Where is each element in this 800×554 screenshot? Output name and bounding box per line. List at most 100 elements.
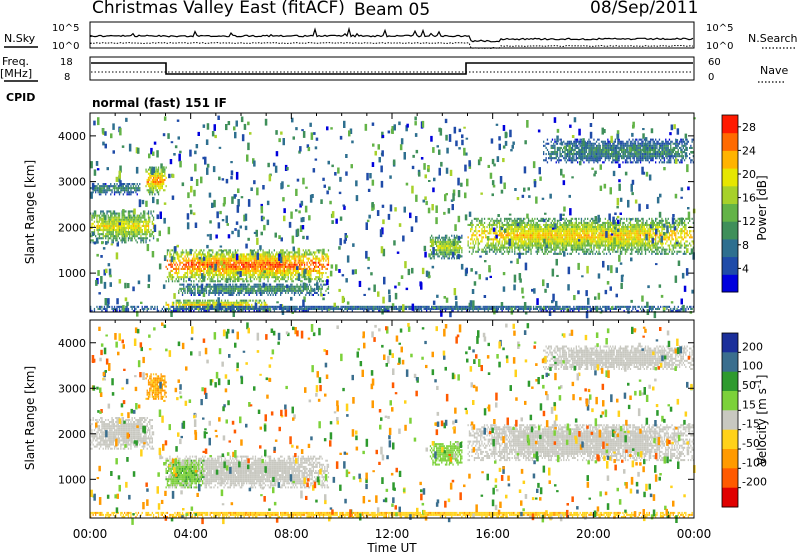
heatmap-cell xyxy=(538,226,540,229)
heatmap-cell xyxy=(233,261,235,264)
heatmap-cell xyxy=(244,287,247,290)
heatmap-cell xyxy=(493,244,496,247)
heatmap-cell xyxy=(526,226,528,229)
heatmap-cell xyxy=(173,303,175,306)
heatmap-cell xyxy=(506,248,508,251)
heatmap-cell xyxy=(189,269,191,272)
heatmap-cell xyxy=(315,261,317,264)
heatmap-cell xyxy=(584,234,586,237)
heatmap-cell xyxy=(266,253,268,256)
heatmap-cell xyxy=(117,189,119,192)
heatmap-cell xyxy=(530,250,532,253)
heatmap-cell xyxy=(556,228,559,231)
heatmap-cell xyxy=(157,166,160,169)
heatmap-cell xyxy=(293,261,296,264)
heatmap-cell xyxy=(197,261,199,264)
heatmap-cell xyxy=(193,303,195,306)
heatmap-cell xyxy=(598,248,600,251)
heatmap-cell xyxy=(501,234,503,237)
heatmap-cell xyxy=(598,228,600,231)
heatmap-cell xyxy=(218,285,220,288)
heatmap-cell xyxy=(529,236,531,239)
heatmap-cell xyxy=(188,257,190,260)
heatmap-cell xyxy=(121,189,123,192)
heatmap-cell xyxy=(263,309,265,312)
heatmap-cell xyxy=(555,252,557,255)
heatmap-cell xyxy=(164,178,166,181)
heatmap-cell xyxy=(191,265,194,268)
heatmap-cell xyxy=(113,185,116,188)
heatmap-cell xyxy=(554,228,556,231)
heatmap-cell xyxy=(456,247,458,250)
heatmap-cell xyxy=(197,289,199,292)
heatmap-cell xyxy=(556,232,559,235)
heatmap-cell xyxy=(155,168,157,171)
heatmap-cell xyxy=(267,272,269,275)
heatmap-cell xyxy=(522,244,525,247)
heatmap-cell xyxy=(487,244,489,247)
heatmap-cell xyxy=(227,285,229,288)
heatmap-cell xyxy=(252,274,254,277)
heatmap-cell xyxy=(202,299,204,302)
heatmap-cell xyxy=(220,289,223,292)
heatmap-cell xyxy=(298,272,301,275)
heatmap-cell xyxy=(594,221,596,224)
heatmap-cell xyxy=(495,219,497,222)
heatmap-cell xyxy=(197,257,199,260)
heatmap-cell xyxy=(510,230,512,233)
heatmap-cell xyxy=(102,233,104,236)
heatmap-cell xyxy=(132,183,135,186)
heatmap-cell xyxy=(597,240,599,243)
heatmap-cell xyxy=(234,301,236,304)
heatmap-cell xyxy=(130,231,132,234)
heatmap-cell xyxy=(298,289,301,292)
heatmap-cell xyxy=(251,257,253,260)
heatmap-cell xyxy=(580,240,583,243)
heatmap-cell xyxy=(559,250,561,253)
heatmap-cell xyxy=(519,248,521,251)
heatmap-cell xyxy=(612,244,614,247)
heatmap-cell xyxy=(604,244,606,247)
heatmap-cell xyxy=(327,249,330,252)
heatmap-cell xyxy=(607,223,609,226)
heatmap-cell xyxy=(536,223,538,226)
heatmap-cell xyxy=(592,230,594,233)
heatmap-cell xyxy=(488,230,491,233)
heatmap-cell xyxy=(275,253,277,256)
heatmap-cell xyxy=(495,252,497,255)
heatmap-cell xyxy=(515,223,517,226)
heatmap-cell xyxy=(506,246,508,249)
heatmap-cell xyxy=(198,289,200,292)
heatmap-cell xyxy=(530,221,532,224)
heatmap-cell xyxy=(136,218,138,221)
heatmap-cell xyxy=(527,242,530,245)
heatmap-cell xyxy=(517,248,520,251)
heatmap-cell xyxy=(437,238,439,241)
heatmap-cell xyxy=(241,253,243,256)
heatmap-cell xyxy=(146,222,148,225)
heatmap-cell xyxy=(97,229,99,232)
heatmap-cell xyxy=(491,226,493,229)
heatmap-cell xyxy=(224,285,226,288)
heatmap-cell xyxy=(548,232,550,235)
heatmap-cell xyxy=(110,224,112,227)
heatmap-cell xyxy=(244,303,247,306)
heatmap-cell xyxy=(617,246,619,249)
heatmap-cell xyxy=(551,230,554,233)
heatmap-cell xyxy=(244,263,247,266)
freq-unit: [MHz] xyxy=(0,67,32,80)
heatmap-cell xyxy=(145,237,147,240)
heatmap-cell xyxy=(535,242,537,245)
heatmap-cell xyxy=(152,178,155,181)
heatmap-cell xyxy=(320,278,322,281)
heatmap-cell xyxy=(233,291,235,294)
heatmap-cell xyxy=(194,301,196,304)
heatmap-cell xyxy=(197,272,199,275)
heatmap-cell xyxy=(249,253,252,256)
heatmap-cell xyxy=(621,236,623,239)
heatmap-cell xyxy=(135,233,137,236)
heatmap-cell xyxy=(541,250,543,253)
heatmap-cell xyxy=(516,219,518,222)
heatmap-cell xyxy=(471,219,473,222)
heatmap-cell xyxy=(247,287,249,290)
